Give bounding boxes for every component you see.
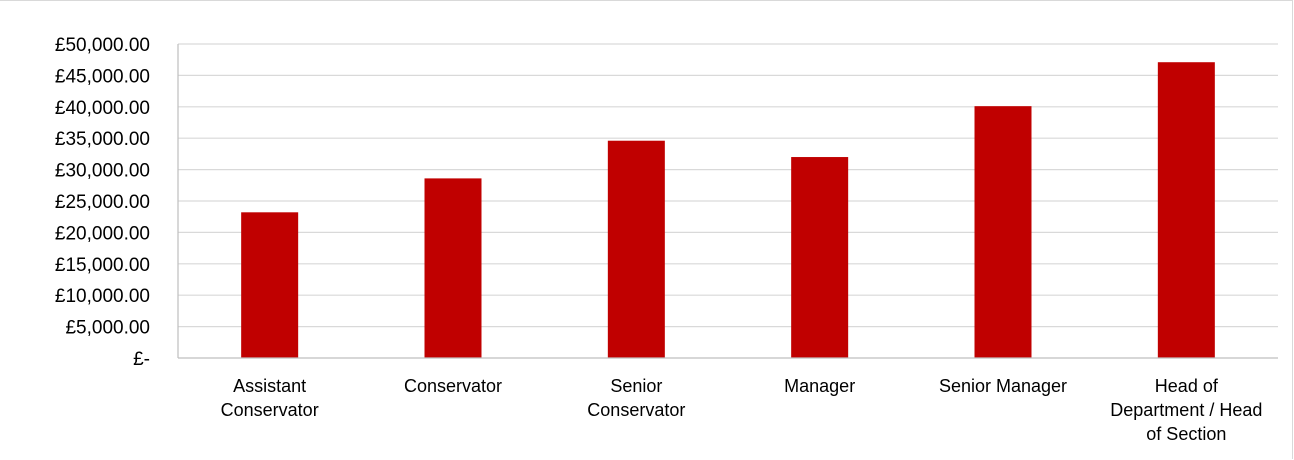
- bar: [974, 106, 1032, 358]
- gridlines: [178, 43, 1278, 328]
- x-tick-label-line: of Section: [1146, 424, 1226, 444]
- bar: [607, 140, 665, 358]
- x-tick-label: Head of Department / Head of Section: [1110, 376, 1262, 444]
- y-tick-label: £-: [133, 349, 150, 370]
- y-tick-label: £25,000.00: [55, 192, 150, 213]
- x-tick-label-line: Senior: [610, 376, 662, 396]
- bars: [241, 62, 1215, 358]
- x-tick-label: Conservator: [404, 376, 502, 396]
- bar: [791, 157, 849, 358]
- y-tick-label: £45,000.00: [55, 66, 150, 87]
- y-tick-label: £35,000.00: [55, 129, 150, 150]
- x-tick-label-line: Conservator: [404, 376, 502, 396]
- y-tick-labels: £- £5,000.00 £10,000.00 £15,000.00 £20,000.0…: [55, 35, 150, 370]
- y-tick-label: £50,000.00: [55, 35, 150, 56]
- bar: [424, 178, 482, 358]
- x-tick-label-line: Assistant: [233, 376, 306, 396]
- x-tick-label: Assistant Conservator: [221, 376, 319, 420]
- x-tick-label-line: Conservator: [221, 400, 319, 420]
- x-tick-label: Manager: [784, 376, 855, 396]
- bar: [1157, 62, 1215, 358]
- y-tick-label: £10,000.00: [55, 286, 150, 307]
- x-tick-label-line: Senior Manager: [939, 376, 1067, 396]
- x-tick-label-line: Conservator: [587, 400, 685, 420]
- y-tick-label: £5,000.00: [65, 318, 150, 339]
- x-tick-label-line: Manager: [784, 376, 855, 396]
- x-tick-label: Senior Conservator: [587, 376, 685, 420]
- x-tick-label-line: Department / Head: [1110, 400, 1262, 420]
- bar: [241, 212, 299, 358]
- axes: [177, 44, 1278, 359]
- y-tick-label: £20,000.00: [55, 223, 150, 244]
- y-tick-label: £40,000.00: [55, 98, 150, 119]
- x-tick-label-line: Head of: [1155, 376, 1219, 396]
- y-tick-label: £15,000.00: [55, 255, 150, 276]
- x-tick-labels: Assistant Conservator Conservator Senior Con…: [221, 376, 1263, 444]
- x-tick-label: Senior Manager: [939, 376, 1067, 396]
- y-tick-label: £30,000.00: [55, 161, 150, 182]
